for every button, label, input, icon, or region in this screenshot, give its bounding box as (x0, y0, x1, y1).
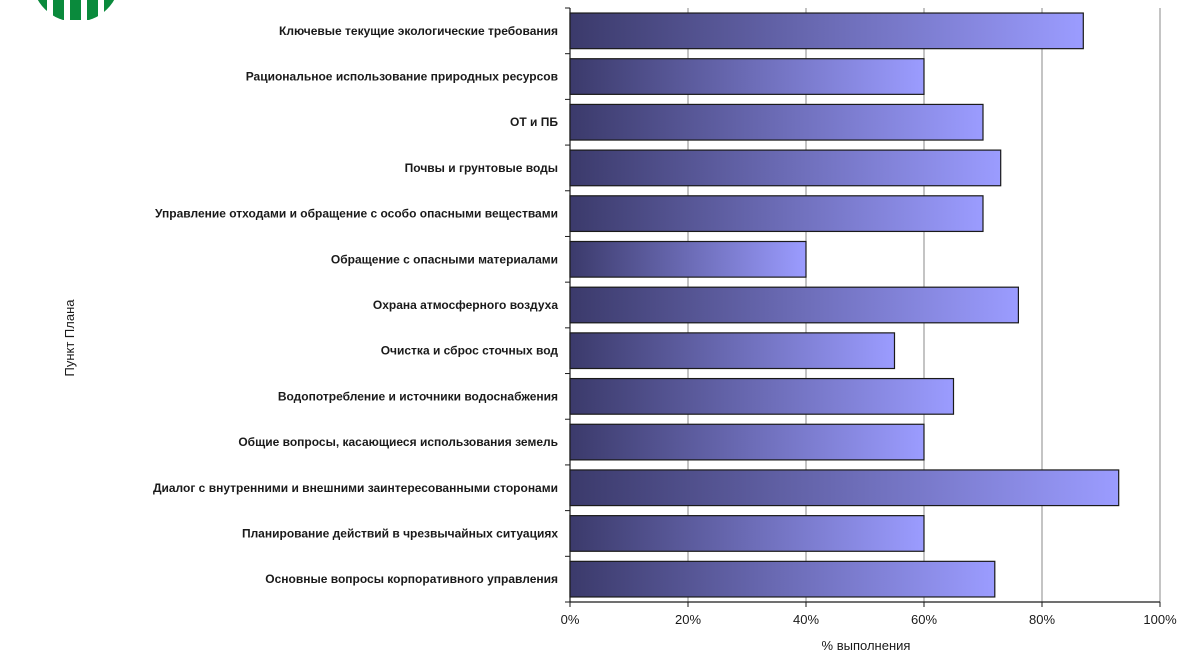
x-tick-label: 80% (1029, 612, 1055, 627)
bar (569, 58, 925, 95)
bar (569, 12, 1084, 50)
logo-stripe (36, 0, 47, 20)
category-label: Управление отходами и обращение с особо … (155, 207, 558, 221)
x-axis-title: % выполнения (822, 638, 911, 653)
bar (569, 423, 925, 461)
logo-icon (36, 0, 115, 20)
category-label: ОТ и ПБ (510, 115, 558, 129)
category-label: Охрана атмосферного воздуха (373, 298, 558, 312)
bars (569, 12, 1120, 598)
bar (569, 332, 896, 370)
bar (569, 469, 1120, 507)
bar (569, 103, 984, 141)
category-label: Водопотребление и источники водоснабжени… (278, 389, 558, 403)
logo-stripe (70, 0, 81, 20)
logo-stripe (87, 0, 98, 20)
category-label: Рациональное использование природных рес… (246, 70, 558, 84)
x-tick-label: 0% (561, 612, 580, 627)
bar (569, 560, 996, 598)
category-label: Общие вопросы, касающиеся использования … (238, 435, 558, 449)
bar (569, 377, 955, 415)
bar (569, 240, 807, 278)
category-label: Ключевые текущие экологические требовани… (279, 24, 558, 38)
category-label: Обращение с опасными материалами (331, 252, 558, 266)
x-tick-label: 60% (911, 612, 937, 627)
bar (569, 515, 925, 552)
logo-stripe (104, 0, 115, 20)
category-label: Диалог с внутренними и внешними заинтере… (153, 481, 558, 495)
bar (569, 195, 984, 233)
x-tick-labels: 0% 20% 40% 60% 80% 100% (561, 612, 1177, 627)
category-label: Очистка и сброс сточных вод (381, 344, 559, 358)
bar (569, 286, 1019, 324)
logo-stripe (53, 0, 64, 20)
category-label: Основные вопросы корпоративного управлен… (265, 572, 558, 586)
x-tick-label: 40% (793, 612, 819, 627)
x-tick-label: 20% (675, 612, 701, 627)
x-tick-label: 100% (1143, 612, 1177, 627)
bar (569, 149, 1002, 187)
y-axis-title: Пункт Плана (62, 299, 77, 377)
category-label: Почвы и грунтовые воды (405, 161, 558, 175)
category-labels: Ключевые текущие экологические требовани… (153, 24, 558, 586)
category-label: Планирование действий в чрезвычайных сит… (242, 526, 558, 540)
